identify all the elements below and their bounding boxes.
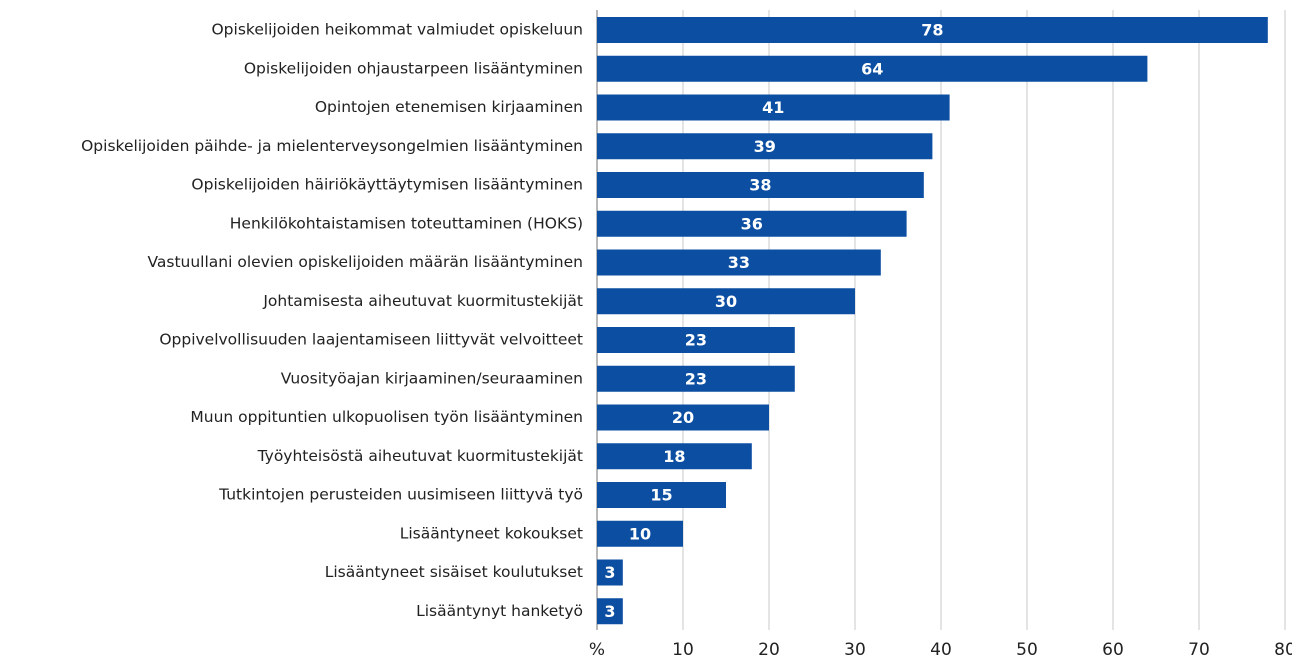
y-tick-label: Opiskelijoiden häiriökäyttäytymisen lisä…: [191, 176, 583, 194]
data-label: 23: [685, 331, 707, 350]
bar: [597, 327, 795, 353]
y-tick-label: Oppivelvollisuuden laajentamiseen liitty…: [159, 331, 583, 349]
bar: [597, 210, 907, 237]
bar: [597, 288, 855, 315]
bar: [597, 520, 683, 547]
bar: [597, 598, 623, 625]
data-label: 20: [672, 408, 694, 427]
data-label: 64: [861, 59, 883, 78]
data-label: 39: [754, 137, 776, 156]
x-tick-label: 30: [844, 640, 866, 660]
y-tick-label: Lisääntyneet kokoukset: [400, 524, 583, 542]
y-tick-label: Johtamisesta aiheutuvat kuormitustekijät: [262, 292, 583, 310]
bar: [597, 94, 950, 121]
data-label: 15: [650, 486, 672, 505]
x-tick-label: 40: [930, 640, 952, 660]
y-tick-label: Opintojen etenemisen kirjaaminen: [315, 98, 583, 116]
y-tick-label: Opiskelijoiden heikommat valmiudet opisk…: [211, 21, 583, 39]
data-label: 36: [741, 214, 763, 233]
data-label: 18: [663, 447, 685, 466]
data-label: 78: [921, 21, 943, 40]
y-tick-label: Työyhteisöstä aiheutuvat kuormitustekijä…: [257, 447, 583, 465]
bar: [597, 404, 769, 431]
y-tick-label: Vastuullani olevien opiskelijoiden määrä…: [147, 253, 583, 271]
x-tick-label: 50: [1016, 640, 1038, 660]
bar: [597, 172, 924, 198]
data-label: 3: [604, 602, 615, 621]
x-tick-label: 80: [1274, 640, 1292, 660]
bar: [597, 17, 1268, 43]
data-label: 38: [749, 176, 771, 195]
x-tick-label: %: [589, 640, 605, 660]
x-tick-label: 60: [1102, 640, 1124, 660]
bar: [597, 55, 1148, 82]
data-label: 10: [629, 524, 651, 543]
y-tick-label: Muun oppituntien ulkopuolisen työn lisää…: [190, 408, 583, 426]
x-tick-label: 20: [758, 640, 780, 660]
y-tick-label: Opiskelijoiden ohjaustarpeen lisääntymin…: [244, 59, 583, 77]
data-label: 41: [762, 98, 784, 117]
bar: [597, 443, 752, 470]
x-tick-label: 70: [1188, 640, 1210, 660]
x-tick-label: 10: [672, 640, 694, 660]
y-tick-label: Henkilökohtaistamisen toteuttaminen (HOK…: [230, 214, 583, 232]
y-tick-label: Lisääntyneet sisäiset koulutukset: [325, 563, 583, 581]
bar: [597, 482, 726, 508]
y-tick-label: Lisääntynyt hanketyö: [416, 602, 583, 620]
y-tick-label: Vuosityöajan kirjaaminen/seuraaminen: [281, 369, 583, 387]
data-label: 30: [715, 292, 737, 311]
y-tick-label: Tutkintojen perusteiden uusimiseen liitt…: [218, 486, 583, 504]
bar: [597, 133, 933, 160]
data-label: 33: [728, 253, 750, 272]
y-tick-label: Opiskelijoiden päihde- ja mielenterveyso…: [81, 137, 583, 155]
bar: [597, 365, 795, 392]
bar: [597, 559, 623, 586]
bar: [597, 249, 881, 276]
data-label: 3: [604, 563, 615, 582]
data-label: 23: [685, 369, 707, 388]
